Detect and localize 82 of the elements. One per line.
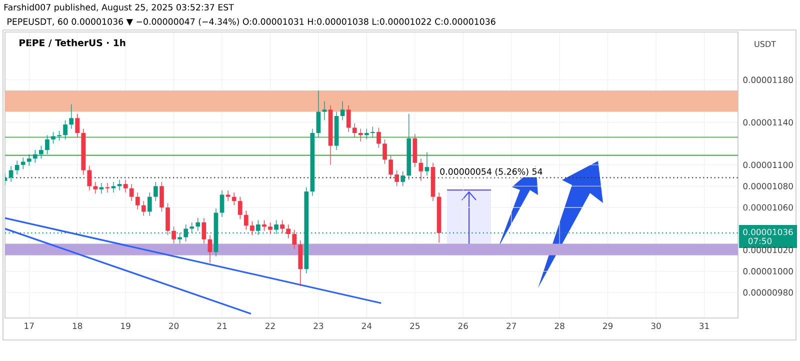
- candlestick: [75, 114, 80, 138]
- candlestick: [57, 130, 62, 141]
- candlestick: [220, 190, 224, 218]
- candlestick: [154, 182, 158, 202]
- y-tick-label: 0.00001000: [743, 268, 793, 274]
- candlestick: [358, 128, 363, 142]
- candlestick: [160, 182, 164, 212]
- candlestick: [172, 226, 176, 244]
- text: 0.00001036: [743, 228, 793, 236]
- candlestick: [105, 182, 110, 193]
- candlestick: [148, 192, 152, 216]
- candlestick: [32, 150, 38, 164]
- candlestick: [352, 123, 357, 138]
- y-tick-label: 0.00001060: [743, 204, 793, 211]
- candlestick: [250, 220, 254, 236]
- candlestick: [388, 154, 393, 180]
- x-tick-label: 19: [121, 322, 130, 330]
- y-tick-label: 0.00001100: [743, 162, 793, 168]
- x-tick-label: 29: [603, 322, 613, 330]
- candlestick: [166, 202, 170, 236]
- x-tick-label: 27: [506, 322, 516, 329]
- candlestick: [268, 222, 272, 234]
- x-tick-label: 17: [24, 322, 34, 329]
- x-tick-label: 31: [700, 322, 709, 330]
- candlestick: [141, 200, 146, 216]
- x-tick-label: 25: [410, 322, 420, 330]
- y-tick-label: 0.00001020: [743, 246, 793, 254]
- candlestick: [99, 182, 104, 194]
- candlestick: [370, 126, 375, 138]
- candlestick: [20, 157, 26, 170]
- candlestick: [63, 120, 68, 140]
- candlestick: [87, 166, 92, 191]
- x-tick-label: 18: [72, 322, 82, 330]
- candlestick: [238, 196, 242, 220]
- x-tick-label: 24: [362, 322, 372, 329]
- text: PEPE / TetherUS · 1h: [20, 39, 126, 47]
- candlestick: [208, 234, 212, 264]
- text: 07:50: [748, 238, 772, 244]
- y-tick-label: 0.00001080: [743, 182, 793, 190]
- x-tick-label: 28: [554, 322, 564, 330]
- candlestick: [394, 170, 399, 186]
- candlestick: [8, 166, 14, 182]
- candlestick: [226, 190, 230, 202]
- candlestick: [286, 224, 290, 239]
- candlestick: [26, 154, 32, 166]
- candlestick: [45, 134, 50, 155]
- y-tick-label: 0.00001140: [743, 119, 793, 126]
- y-tick-label: 0.00001180: [743, 76, 793, 84]
- chart-subtitle: PEPEUSDT, 60 0.00001036 ▼ −0.00000047 (−4.34%) O:0.00001031 H:0.00001038 L:0.00001022 C:0.00001036: [8, 18, 496, 26]
- candlestick: [382, 139, 387, 164]
- candlestick: [280, 220, 284, 234]
- candlestick: [93, 182, 98, 194]
- candlestick: [376, 127, 381, 148]
- candlestick: [364, 128, 369, 140]
- candlestick: [340, 100, 345, 121]
- candlestick: [202, 218, 206, 244]
- x-tick-label: 30: [651, 322, 661, 330]
- candlestick: [316, 90, 321, 138]
- x-tick-label: 20: [169, 322, 179, 330]
- candlestick: [39, 145, 44, 159]
- candlestick: [196, 218, 200, 232]
- candlestick: [111, 182, 116, 193]
- candlestick: [400, 170, 406, 186]
- x-tick-label: 23: [314, 322, 324, 330]
- x-tick-label: 26: [458, 322, 468, 330]
- candlestick: [69, 104, 74, 130]
- candlestick: [346, 105, 351, 132]
- annotation: 0.00000054 (5.26%) 54: [440, 168, 542, 176]
- candlestick: [129, 184, 134, 202]
- candlestick: [51, 132, 56, 144]
- text: Farshid007 published, August 25, 2025 03:52:37 EST: [4, 4, 234, 12]
- candlestick: [244, 210, 248, 230]
- x-tick-label: 22: [265, 322, 275, 329]
- y-tick-label: 0.00000980: [743, 289, 793, 296]
- candlestick: [292, 229, 297, 250]
- candlestick: [135, 192, 140, 210]
- candlestick: [262, 220, 266, 232]
- candlestick: [418, 158, 424, 182]
- x-tick-label: 21: [217, 322, 227, 329]
- text: USDT: [754, 40, 776, 48]
- candlestick: [424, 152, 430, 176]
- candlestick: [123, 179, 128, 193]
